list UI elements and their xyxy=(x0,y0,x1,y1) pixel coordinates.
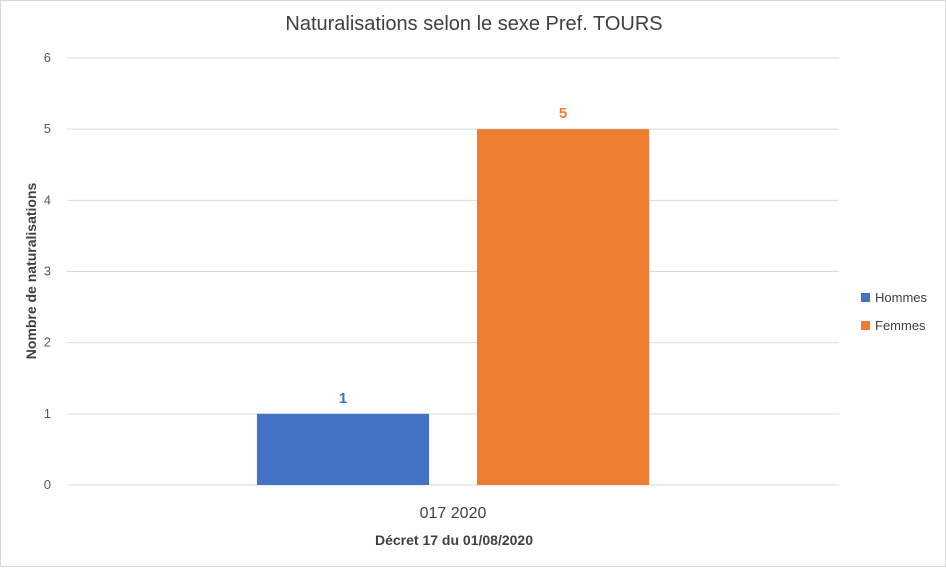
bar-hommes xyxy=(256,413,430,485)
legend: Hommes Femmes xyxy=(861,283,927,339)
chart-title: Naturalisations selon le sexe Pref. TOUR… xyxy=(285,13,663,35)
y-tick-label-1: 1 xyxy=(44,406,51,421)
legend-swatch-hommes xyxy=(861,292,870,302)
data-label-femmes: 5 xyxy=(559,105,567,122)
y-tick-label-6: 6 xyxy=(44,50,51,65)
y-tick-label-3: 3 xyxy=(44,264,51,279)
legend-label-femmes: Femmes xyxy=(875,317,926,333)
y-tick-label-4: 4 xyxy=(44,192,51,207)
legend-swatch-femmes xyxy=(861,320,870,330)
legend-label-hommes: Hommes xyxy=(875,289,928,305)
y-tick-label-2: 2 xyxy=(44,335,51,350)
x-axis-title: Décret 17 du 01/08/2020 xyxy=(375,532,533,548)
x-category-label: 017 2020 xyxy=(420,505,487,522)
y-tick-label-5: 5 xyxy=(44,121,51,136)
y-tick-label-0: 0 xyxy=(44,477,51,492)
bar-femmes xyxy=(476,129,650,485)
legend-item-hommes: Hommes xyxy=(861,283,927,311)
data-label-hommes: 1 xyxy=(339,390,347,407)
legend-item-femmes: Femmes xyxy=(861,311,927,339)
